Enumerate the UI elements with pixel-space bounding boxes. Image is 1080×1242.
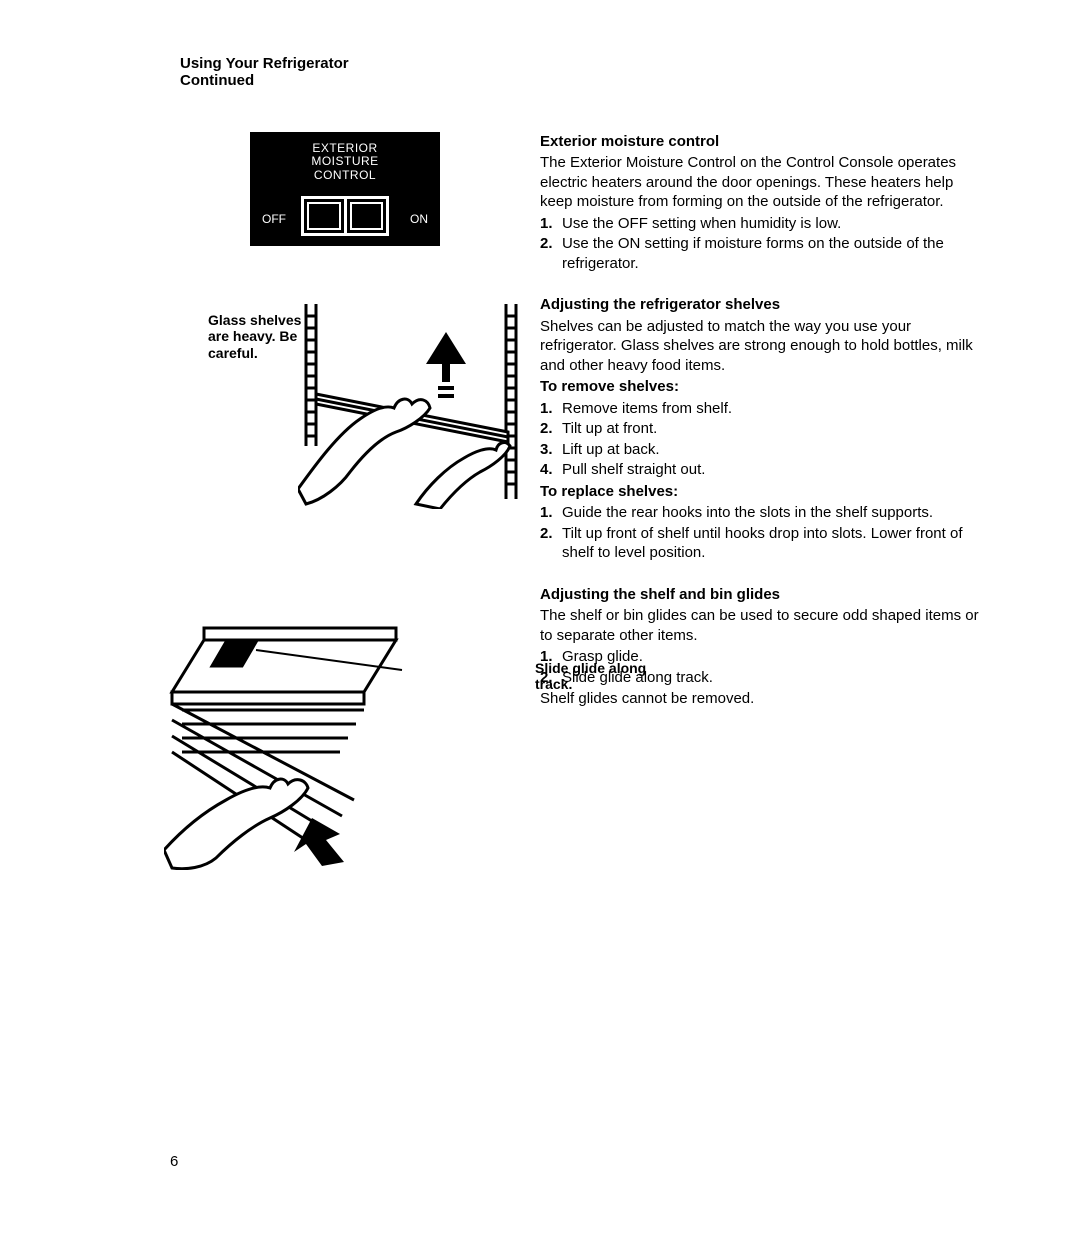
glides-heading: Adjusting the shelf and bin glides xyxy=(540,585,980,605)
remove-shelves-heading: To remove shelves: xyxy=(540,377,980,397)
shelf-diagram-icon xyxy=(298,304,528,509)
page-number: 6 xyxy=(170,1153,178,1170)
left-column: EXTERIOR MOISTURE CONTROL OFF ON Glass s… xyxy=(180,132,510,870)
list-item: 3.Lift up at back. xyxy=(540,440,980,460)
list-item: 1.Use the OFF setting when humidity is l… xyxy=(540,214,980,234)
remove-shelves-list: 1.Remove items from shelf. 2.Tilt up at … xyxy=(540,399,980,480)
shelves-heading: Adjusting the refrigerator shelves xyxy=(540,295,980,315)
glide-caption: Slide glide along track. xyxy=(535,660,665,694)
list-item: 2.Tilt up at front. xyxy=(540,419,980,439)
header-line1: Using Your Refrigerator xyxy=(180,55,349,72)
list-item: 2.Tilt up front of shelf until hooks dro… xyxy=(540,524,980,563)
right-column: Exterior moisture control The Exterior M… xyxy=(540,132,980,870)
shelves-body: Shelves can be adjusted to match the way… xyxy=(540,317,980,376)
list-item: 2.Use the ON setting if moisture forms o… xyxy=(540,234,980,273)
header-line2: Continued xyxy=(180,72,254,89)
emc-label: EXTERIOR MOISTURE CONTROL xyxy=(250,142,440,183)
emc-list: 1.Use the OFF setting when humidity is l… xyxy=(540,214,980,274)
emc-heading: Exterior moisture control xyxy=(540,132,980,152)
glide-diagram-icon xyxy=(164,620,409,870)
glides-body: The shelf or bin glides can be used to s… xyxy=(540,606,980,645)
list-item: 1.Guide the rear hooks into the slots in… xyxy=(540,503,980,523)
glide-diagram-block: Slide glide along track. xyxy=(180,620,510,870)
list-item: 1.Remove items from shelf. xyxy=(540,399,980,419)
emc-body: The Exterior Moisture Control on the Con… xyxy=(540,153,980,212)
shelf-diagram-block: Glass shelves are heavy. Be careful. xyxy=(180,304,510,514)
list-item: 4.Pull shelf straight out. xyxy=(540,460,980,480)
emc-off-label: OFF xyxy=(262,212,286,226)
page-header: Using Your Refrigerator Continued xyxy=(180,55,980,90)
emc-diagram: EXTERIOR MOISTURE CONTROL OFF ON xyxy=(250,132,440,246)
emc-switch-icon xyxy=(301,196,389,236)
replace-shelves-heading: To replace shelves: xyxy=(540,482,980,502)
replace-shelves-list: 1.Guide the rear hooks into the slots in… xyxy=(540,503,980,563)
emc-on-label: ON xyxy=(410,212,428,226)
